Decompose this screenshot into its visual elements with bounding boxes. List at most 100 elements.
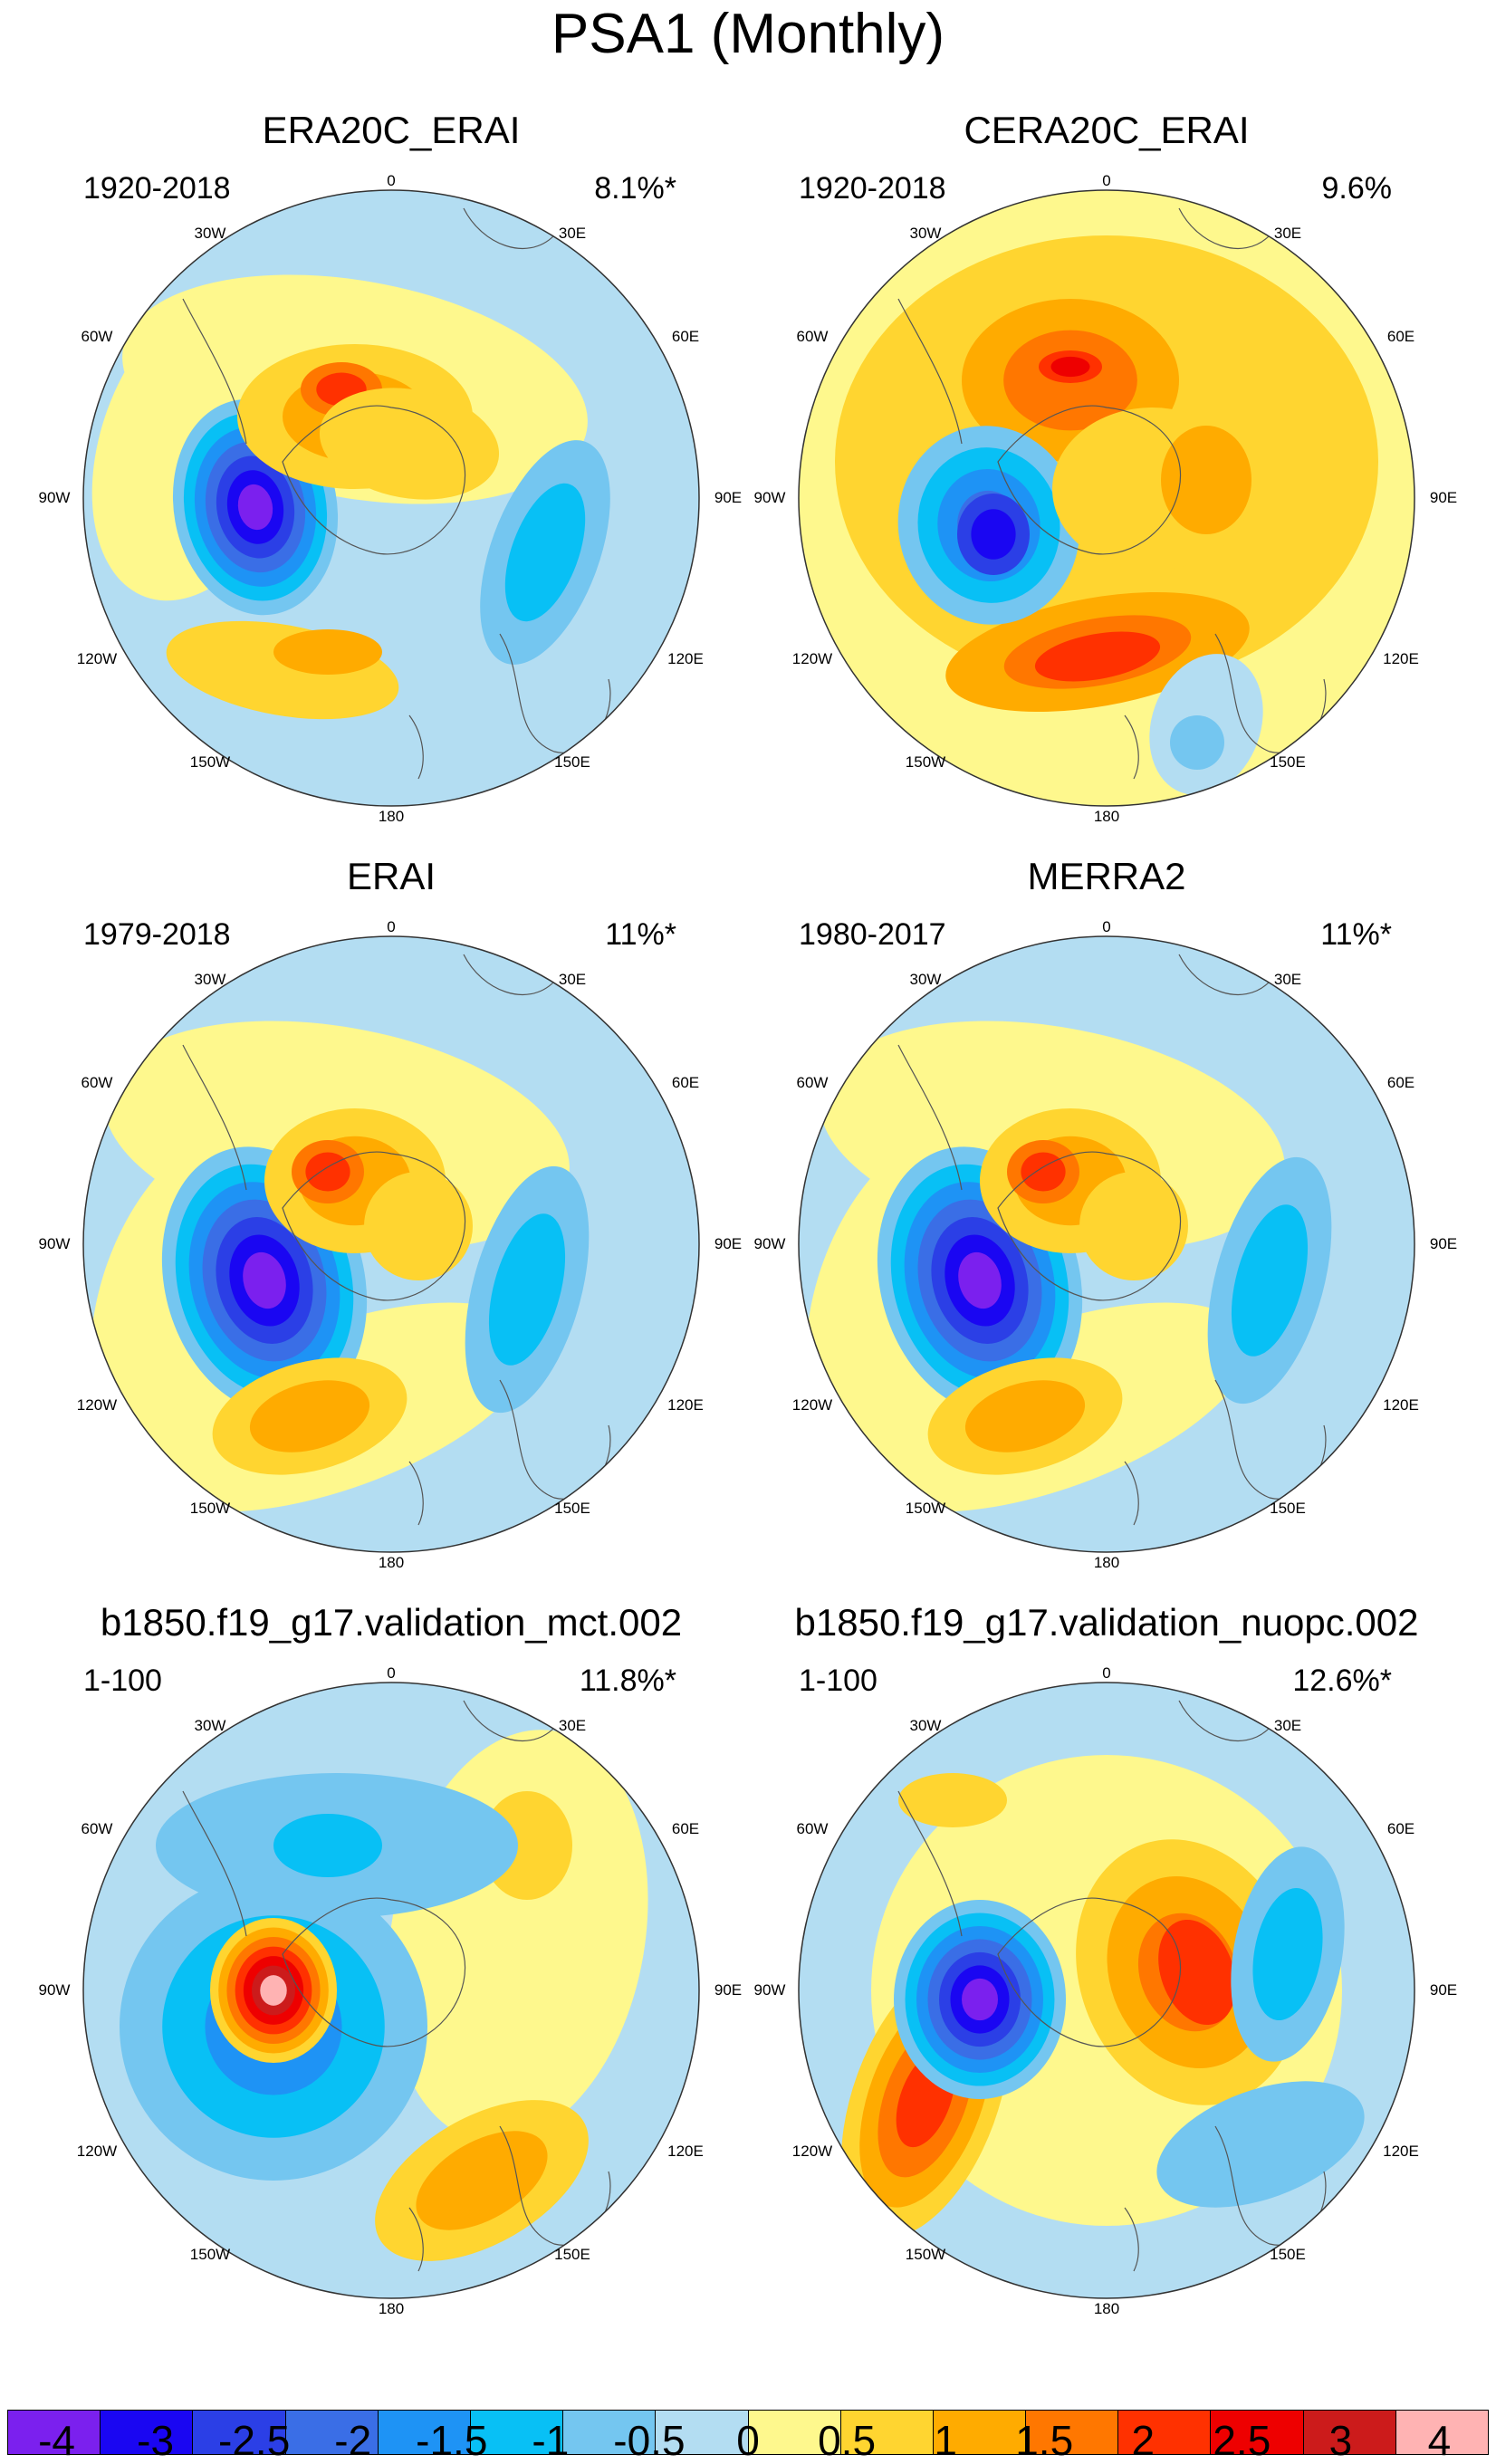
colorbar-swatch xyxy=(1303,2411,1396,2454)
colorbar-tick-label: 3 xyxy=(1328,2417,1353,2464)
longitude-label: 0 xyxy=(1102,1664,1111,1682)
new-zealand-coastline xyxy=(408,1461,424,1526)
colorbar-swatch xyxy=(1118,2411,1212,2454)
longitude-label: 60E xyxy=(1386,328,1415,345)
longitude-label: 120W xyxy=(76,650,118,667)
colorbar-swatch xyxy=(563,2411,657,2454)
longitude-label: 90W xyxy=(38,1981,71,1999)
colorbar-tick-label: 2.5 xyxy=(1213,2417,1271,2464)
africa-coastline xyxy=(463,207,555,250)
longitude-label: 150E xyxy=(1270,753,1306,771)
longitude-label: 90E xyxy=(714,1981,743,1999)
longitude-label: 60W xyxy=(796,1820,829,1837)
longitude-label: 30W xyxy=(194,1717,226,1734)
longitude-label: 180 xyxy=(1093,1554,1120,1571)
panel-period: 1979-2018 xyxy=(83,917,231,952)
colorbar-tick-label: -3 xyxy=(137,2417,175,2464)
panel-variance-percent: 8.1%* xyxy=(594,171,676,206)
longitude-label: 150W xyxy=(905,2246,946,2263)
longitude-label: 150E xyxy=(1270,1500,1306,1517)
colorbar-tick-label: -4 xyxy=(38,2417,75,2464)
panel-title: ERA20C_ERAI xyxy=(262,109,521,151)
australia-coastline xyxy=(499,1379,611,1500)
longitude-label: 150W xyxy=(189,1500,231,1517)
colorbar-tick-label: -2 xyxy=(334,2417,372,2464)
longitude-label: 150E xyxy=(1270,2246,1306,2263)
longitude-label: 0 xyxy=(1102,172,1111,189)
contour-region xyxy=(273,629,382,675)
contour-region xyxy=(1021,1152,1066,1192)
longitude-label: 30E xyxy=(558,1717,587,1734)
map-border xyxy=(82,189,700,807)
longitude-label: 60W xyxy=(796,328,829,345)
longitude-label: 90E xyxy=(714,1235,743,1252)
south-america-coastline xyxy=(182,298,247,445)
contour-region xyxy=(1231,1204,1309,1357)
panel-variance-percent: 11.8%* xyxy=(579,1663,676,1698)
panel-period: 1-100 xyxy=(83,1663,162,1698)
colorbar-tick-label: 0.5 xyxy=(818,2417,877,2464)
colorbar-tick-label: -1.5 xyxy=(416,2417,488,2464)
contour-region xyxy=(416,2131,548,2230)
colorbar-swatch xyxy=(1026,2411,1119,2454)
polar-map xyxy=(798,1682,1415,2299)
contour-region xyxy=(504,483,586,622)
south-america-coastline xyxy=(182,1044,247,1191)
map-border xyxy=(82,935,700,1553)
longitude-label: 150W xyxy=(189,2246,231,2263)
longitude-label: 120E xyxy=(667,2143,704,2160)
colorbar-swatch xyxy=(193,2411,286,2454)
longitude-label: 120E xyxy=(667,650,704,667)
polar-map xyxy=(82,189,700,807)
contour-region xyxy=(971,509,1016,560)
colorbar-swatch xyxy=(656,2411,749,2454)
colorbar-swatch xyxy=(285,2411,379,2454)
panel-variance-percent: 11%* xyxy=(605,917,676,952)
contour-region xyxy=(273,1814,382,1877)
colorbar-swatch xyxy=(1395,2411,1488,2454)
panel-variance-percent: 9.6% xyxy=(1321,171,1393,206)
new-zealand-coastline xyxy=(408,714,424,780)
panel-title: b1850.f19_g17.validation_mct.002 xyxy=(100,1601,683,1644)
contour-region xyxy=(1034,631,1161,682)
contour-region xyxy=(260,1975,287,2006)
longitude-label: 90W xyxy=(753,489,786,506)
longitude-label: 180 xyxy=(378,808,405,825)
longitude-label: 0 xyxy=(1102,918,1111,935)
panel-variance-percent: 12.6%* xyxy=(1292,1663,1392,1698)
longitude-label: 90W xyxy=(38,489,71,506)
longitude-label: 0 xyxy=(387,918,396,935)
longitude-label: 60W xyxy=(81,328,113,345)
figure-title: PSA1 (Monthly) xyxy=(551,3,945,65)
contour-region xyxy=(962,1978,998,2021)
south-america-coastline xyxy=(897,1790,963,1937)
colorbar-swatch xyxy=(933,2411,1027,2454)
australia-coastline xyxy=(499,633,611,753)
contour-region xyxy=(1170,715,1224,770)
contour-region xyxy=(1161,426,1251,534)
africa-coastline xyxy=(1178,207,1271,250)
antarctica-coastline xyxy=(997,405,1182,555)
africa-coastline xyxy=(463,1700,555,1742)
africa-coastline xyxy=(1178,1700,1271,1742)
longitude-label: 30E xyxy=(1273,1717,1302,1734)
colorbar-tick-label: 1.5 xyxy=(1015,2417,1074,2464)
australia-coastline xyxy=(1214,1379,1327,1500)
longitude-label: 120E xyxy=(1383,2143,1419,2160)
longitude-label: 150E xyxy=(554,2246,590,2263)
longitude-label: 90E xyxy=(714,489,743,506)
contour-region xyxy=(364,1172,473,1280)
antarctica-coastline xyxy=(997,1151,1182,1301)
contour-region xyxy=(898,1773,1007,1827)
contour-region xyxy=(319,388,500,500)
contour-region xyxy=(249,1380,370,1453)
longitude-label: 60E xyxy=(671,328,700,345)
new-zealand-coastline xyxy=(1124,1461,1139,1526)
colorbar-swatch xyxy=(8,2411,101,2454)
colorbar-swatch xyxy=(840,2411,934,2454)
longitude-label: 30W xyxy=(909,1717,942,1734)
longitude-label: 0 xyxy=(387,1664,396,1682)
longitude-label: 120W xyxy=(791,1396,833,1414)
longitude-label: 30W xyxy=(194,225,226,242)
longitude-label: 150W xyxy=(905,753,946,771)
